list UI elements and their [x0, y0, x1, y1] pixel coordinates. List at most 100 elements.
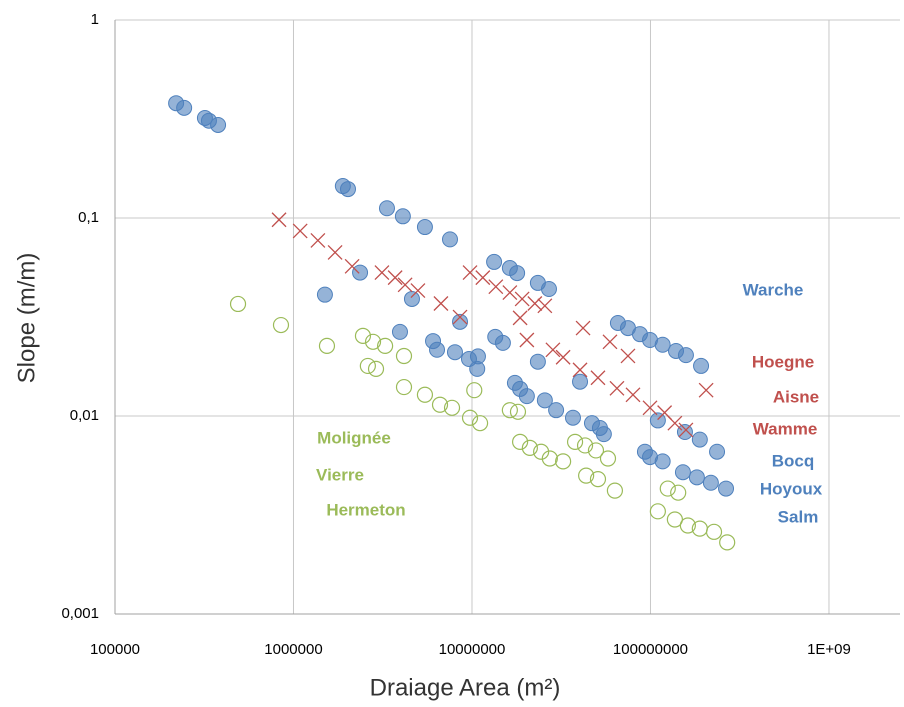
river-label: Hermeton	[326, 500, 405, 519]
data-point	[502, 285, 518, 301]
river-label: Bocq	[772, 451, 815, 470]
data-point	[575, 320, 591, 336]
data-point	[564, 409, 581, 426]
river-label: Aisne	[773, 387, 819, 406]
data-point	[537, 298, 553, 314]
data-point	[318, 337, 336, 354]
data-point	[509, 403, 527, 420]
data-point	[441, 231, 458, 248]
data-point	[572, 373, 589, 390]
data-point	[176, 99, 193, 116]
data-point	[649, 412, 666, 429]
data-point	[693, 357, 710, 374]
data-point	[527, 296, 543, 311]
y-tick-label: 0,01	[70, 407, 99, 424]
data-point	[606, 482, 624, 499]
data-point	[452, 309, 468, 325]
data-point	[578, 467, 595, 484]
data-point	[292, 223, 308, 239]
data-point	[501, 402, 518, 419]
data-point	[452, 313, 469, 330]
data-point	[509, 265, 526, 282]
data-point	[271, 212, 287, 228]
y-tick-label: 0,1	[78, 209, 99, 226]
data-point	[674, 464, 691, 481]
data-point	[433, 296, 449, 311]
data-point	[667, 415, 683, 431]
data-point	[403, 290, 420, 307]
data-point	[229, 295, 247, 313]
data-point	[461, 409, 479, 426]
data-point	[397, 277, 413, 293]
data-point	[602, 334, 618, 350]
data-point	[670, 484, 687, 501]
data-point	[709, 443, 726, 460]
data-point	[494, 334, 511, 351]
x-tick-label: 100000	[90, 641, 140, 658]
data-point	[659, 480, 676, 497]
data-point	[416, 219, 433, 236]
data-point	[210, 116, 227, 133]
data-point	[678, 422, 694, 438]
river-label: Salm	[778, 507, 819, 526]
data-point	[327, 244, 343, 260]
data-point	[590, 370, 606, 386]
data-point	[688, 469, 705, 486]
data-point	[410, 283, 426, 299]
data-point	[364, 333, 382, 350]
data-point	[595, 426, 612, 443]
data-point	[705, 523, 723, 540]
data-point	[620, 348, 636, 364]
data-point	[378, 200, 395, 217]
data-point	[572, 362, 588, 378]
data-point	[272, 316, 290, 334]
data-point	[466, 382, 483, 399]
data-point	[654, 453, 671, 470]
data-point	[416, 386, 434, 403]
data-point	[719, 534, 736, 551]
data-point	[540, 280, 557, 297]
data-point	[518, 388, 535, 405]
data-point	[545, 342, 561, 358]
data-point	[541, 450, 558, 467]
data-point	[471, 415, 489, 432]
river-label: Vierre	[316, 465, 364, 484]
data-point	[649, 503, 666, 520]
data-point	[475, 270, 491, 286]
data-point	[566, 433, 584, 450]
data-point	[359, 357, 376, 375]
data-point	[521, 439, 538, 457]
data-point	[536, 392, 553, 409]
data-point	[310, 233, 326, 248]
data-point	[367, 360, 385, 377]
data-point	[519, 332, 535, 348]
data-point	[599, 450, 617, 467]
data-point	[533, 443, 550, 460]
data-point	[469, 360, 486, 377]
river-label: Molignée	[317, 428, 391, 447]
data-point	[352, 264, 369, 281]
y-tick-label: 1	[91, 11, 99, 28]
data-point	[609, 380, 625, 396]
data-point	[374, 265, 390, 281]
data-point	[625, 387, 641, 403]
x-tick-label: 1000000	[264, 641, 322, 658]
data-point	[488, 279, 504, 295]
data-point	[555, 453, 572, 470]
x-tick-label: 100000000	[613, 641, 688, 658]
data-point	[387, 270, 403, 286]
river-label: Wamme	[753, 419, 818, 438]
data-point	[429, 341, 446, 358]
data-point	[718, 480, 735, 497]
data-point	[394, 208, 411, 225]
data-point	[676, 424, 693, 441]
data-point	[576, 437, 594, 454]
data-point	[395, 347, 413, 365]
data-point	[677, 347, 694, 364]
y-tick-label: 0,001	[61, 605, 99, 622]
data-point	[344, 258, 360, 274]
data-point	[691, 431, 708, 448]
x-tick-label: 10000000	[439, 641, 506, 658]
